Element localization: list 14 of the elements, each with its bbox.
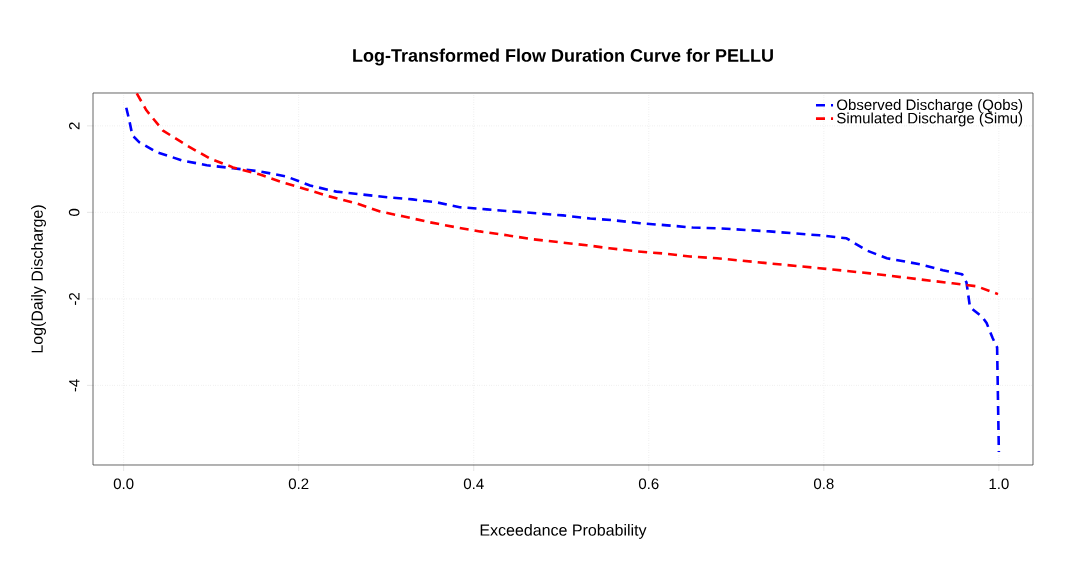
- x-tick-label: 0.8: [813, 478, 834, 490]
- y-axis-title: Log(Daily Discharge): [31, 205, 46, 353]
- x-tick-label: 0.6: [638, 478, 659, 490]
- y-tick-label: -4: [69, 379, 80, 392]
- x-tick-label: 0.2: [288, 478, 309, 490]
- y-tick-label: 2: [69, 122, 80, 130]
- x-axis-title: Exceedance Probability: [480, 524, 647, 539]
- chart-title: Log-Transformed Flow Duration Curve for PELLU: [353, 48, 773, 66]
- x-tick-label: 1.0: [989, 478, 1009, 490]
- y-tick-label: -2: [69, 292, 80, 305]
- x-tick-label: 0.4: [463, 478, 484, 490]
- legend-label: Simulated Discharge (Simu): [837, 112, 1023, 127]
- x-tick-label: 0.0: [113, 478, 134, 490]
- y-tick-label: 0: [68, 208, 80, 216]
